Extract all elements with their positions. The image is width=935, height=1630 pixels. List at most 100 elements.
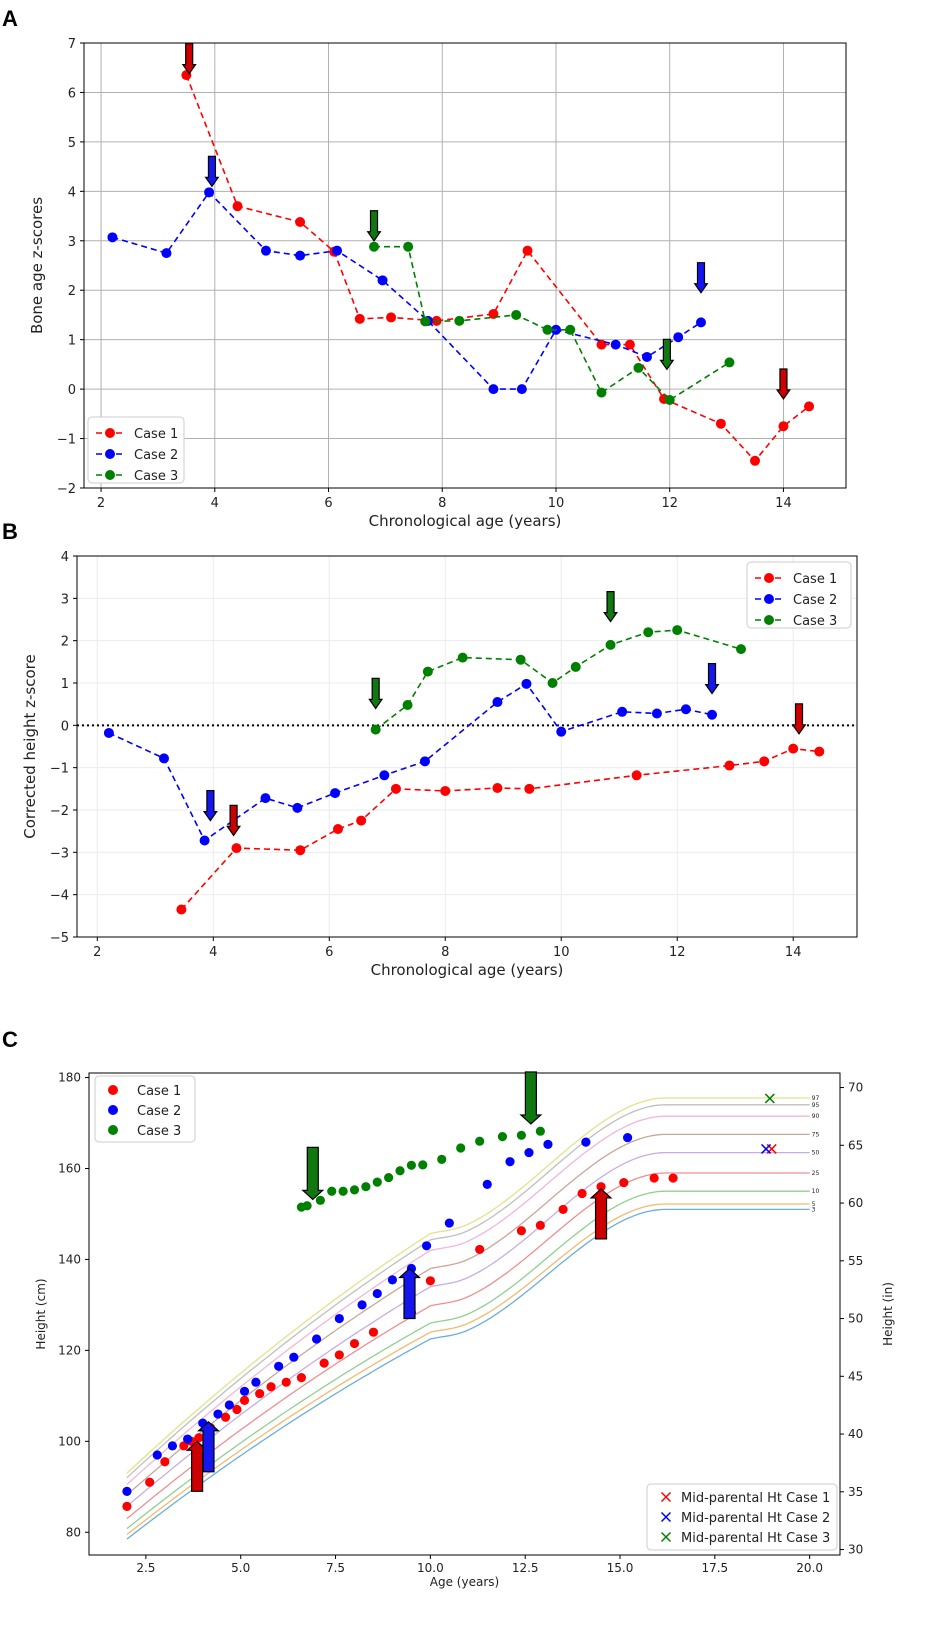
b-point-case-2: [292, 802, 303, 813]
c-point-case-1: [334, 1350, 344, 1360]
b-legend-label-case-1: Case 1: [793, 572, 837, 587]
a-point-case-1: [659, 394, 670, 404]
b-point-case-1: [390, 783, 401, 794]
c-percentile-label-75: 75: [812, 1131, 820, 1138]
b-y-tick-label: 1: [61, 677, 69, 692]
a-point-case-1: [295, 216, 306, 227]
b-point-case-3: [570, 661, 581, 672]
b-arrow-marker: [791, 703, 807, 735]
b-x-tick-label: 12: [669, 945, 686, 960]
c-y2-tick-label: 50: [848, 1312, 863, 1326]
c-legend2-label-case-2: Mid-parental Ht Case 2: [681, 1511, 830, 1526]
c-y2-tick-label: 45: [848, 1369, 863, 1383]
c-legend-label-case-3: Case 3: [137, 1124, 181, 1139]
a-legend-marker-case-3: [105, 470, 115, 480]
c-y2-tick-label: 35: [848, 1485, 863, 1499]
b-point-case-2: [651, 708, 662, 719]
c-point-case-3: [384, 1172, 394, 1183]
c-y2-tick-label: 60: [848, 1196, 863, 1210]
c-point-case-2: [239, 1386, 250, 1396]
c-point-case-3: [497, 1132, 508, 1142]
c-point-case-3: [456, 1143, 466, 1153]
a-x-tick-label: 8: [438, 496, 446, 511]
a-legend-label-case-2: Case 2: [134, 448, 178, 463]
c-point-case-1: [255, 1388, 265, 1399]
panel-label-a: A: [2, 6, 18, 31]
c-legend2-marker-case-3: [660, 1531, 672, 1543]
a-y-tick-label: 7: [68, 37, 76, 52]
c-y-tick-label: 160: [58, 1161, 81, 1175]
c-legend-label-case-1: Case 1: [137, 1084, 181, 1099]
a-point-case-1: [329, 246, 340, 257]
a-y-tick-label: 6: [68, 86, 76, 101]
a-point-case-2: [516, 384, 527, 395]
c-legend2-label-case-3: Mid-parental Ht Case 3: [681, 1531, 830, 1546]
c-y2-tick-label: 65: [848, 1138, 863, 1152]
c-plot-frame: [88, 1072, 841, 1556]
a-point-case-2: [295, 250, 306, 261]
a-point-case-1: [715, 418, 726, 429]
c-y2-tick-label: 70: [848, 1081, 863, 1095]
panel-label-b: B: [2, 519, 18, 544]
a-point-case-3: [420, 316, 431, 327]
b-x-tick-label: 8: [441, 945, 449, 960]
b-point-case-1: [440, 785, 451, 796]
c-percentile-label-95: 95: [812, 1102, 820, 1109]
a-legend-marker-case-2: [105, 449, 115, 459]
c-x-tick-label: 10.0: [417, 1561, 444, 1575]
c-point-case-1: [205, 1423, 215, 1433]
c-arrow-marker: [589, 1188, 613, 1240]
a-point-case-3: [724, 357, 735, 368]
a-legend: [87, 416, 185, 484]
c-point-case-3: [535, 1126, 545, 1136]
a-series-line-case-2: [112, 191, 702, 390]
c-midparental-marker-case-2: [761, 1143, 772, 1154]
c-arrow-marker: [301, 1146, 325, 1201]
c-point-case-1: [368, 1327, 379, 1337]
c-point-case-2: [274, 1361, 284, 1371]
b-y-tick-label: 2: [61, 635, 69, 650]
c-percentile-label-10: 10: [812, 1188, 820, 1195]
c-point-case-2: [581, 1137, 591, 1147]
c-point-case-2: [372, 1288, 382, 1299]
a-point-case-3: [511, 309, 522, 320]
a-y-tick-label: 4: [68, 185, 76, 200]
c-point-case-2: [357, 1300, 367, 1310]
a-y-axis-label: Bone age z-scores: [28, 197, 46, 334]
a-x-tick-label: 4: [211, 496, 219, 511]
c-x-tick-label: 20.0: [796, 1561, 823, 1575]
b-legend-marker-case-1: [764, 573, 774, 583]
a-point-case-1: [624, 339, 635, 350]
b-y-tick-label: 3: [61, 592, 69, 607]
c-legend-marker-case-1: [108, 1085, 118, 1095]
b-legend-marker-case-3: [764, 615, 774, 625]
c-point-case-2: [505, 1157, 515, 1167]
c-point-case-1: [516, 1226, 526, 1236]
c-point-case-3: [327, 1186, 337, 1196]
c-point-case-1: [668, 1173, 678, 1183]
b-point-case-3: [643, 627, 654, 638]
c-point-case-1: [194, 1433, 204, 1443]
c-percentile-label-3: 3: [812, 1206, 816, 1213]
c-point-case-3: [406, 1160, 416, 1170]
c-arrow-marker: [398, 1267, 421, 1320]
c-arrow-marker: [519, 1071, 543, 1125]
c-legend-label-case-2: Case 2: [137, 1104, 181, 1119]
c-point-case-1: [558, 1204, 568, 1215]
a-arrow-marker: [181, 43, 197, 75]
c-point-case-2: [387, 1275, 398, 1285]
a-point-case-1: [488, 308, 499, 319]
c-percentile-curve-10: [126, 1190, 810, 1530]
a-series-line-case-3: [374, 245, 730, 402]
c-point-case-2: [421, 1241, 432, 1251]
a-point-case-2: [377, 275, 388, 286]
c-y2-axis-label: Height (in): [881, 1282, 895, 1346]
c-point-case-2: [251, 1377, 261, 1387]
b-point-case-2: [199, 835, 210, 846]
a-point-case-2: [423, 315, 434, 326]
c-point-case-1: [160, 1457, 170, 1467]
c-point-case-1: [145, 1477, 155, 1487]
c-point-case-1: [319, 1358, 329, 1368]
c-point-case-3: [338, 1186, 348, 1196]
